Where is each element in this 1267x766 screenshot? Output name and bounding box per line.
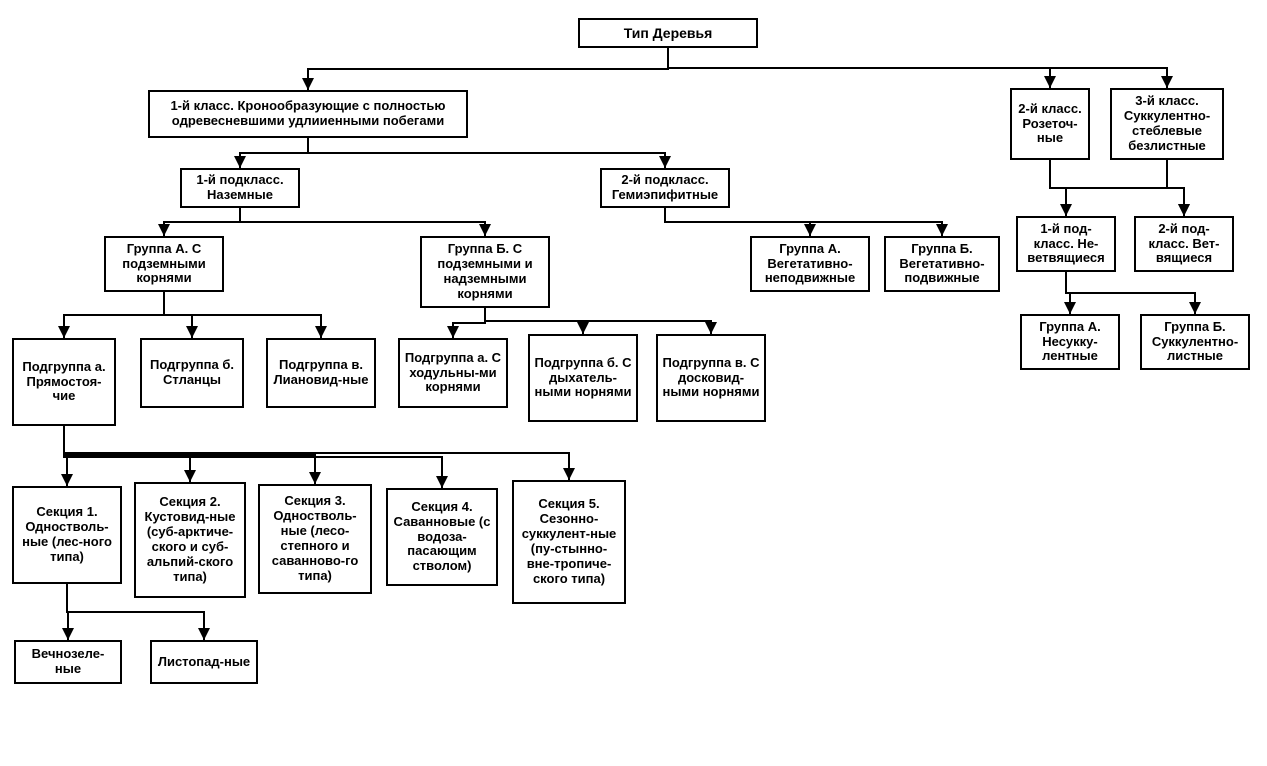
node-sc2_2: 2-й под-класс. Вет-вящиеся — [1134, 216, 1234, 272]
node-groupB3: Группа Б. Суккулентно-листные — [1140, 314, 1250, 370]
node-sec4: Секция 4. Саванновые (с водоза-пасающим … — [386, 488, 498, 586]
node-label: Группа Б. С подземными и надземными корн… — [426, 242, 544, 302]
node-label: Секция 4. Саванновые (с водоза-пасающим … — [392, 500, 492, 575]
edge-sg_a-sec1 — [64, 426, 67, 486]
node-sg_a: Подгруппа а. Прямостоя-чие — [12, 338, 116, 426]
edge-sg_a-sec3 — [64, 426, 315, 484]
node-label: 2-й класс. Розеточ-ные — [1016, 102, 1084, 147]
edge-sc2_1-groupB3 — [1066, 272, 1195, 314]
node-root: Тип Деревья — [578, 18, 758, 48]
edge-sc2_1-groupA3 — [1066, 272, 1070, 314]
edge-class1-subclass2 — [308, 138, 665, 168]
node-label: Тип Деревья — [624, 25, 713, 41]
node-label: 1-й подкласс. Наземные — [186, 173, 294, 203]
edge-root-class1 — [308, 48, 668, 90]
node-label: 2-й подкласс. Гемиэпифитные — [606, 173, 724, 203]
node-sec1: Секция 1. Одностволь-ные (лес-ного типа) — [12, 486, 122, 584]
edge-groupB-sg_b2 — [485, 308, 583, 334]
node-class1: 1-й класс. Кронообразующие с полностью о… — [148, 90, 468, 138]
edge-sg_a-sec4 — [64, 426, 442, 488]
node-class3: 3-й класс. Суккулентно-стеблевые безлист… — [1110, 88, 1224, 160]
edge-class3-sc2_2 — [1167, 160, 1184, 216]
node-label: Подгруппа в. Лиановид-ные — [272, 358, 370, 388]
node-label: 1-й под-класс. Не-ветвящиеся — [1022, 222, 1110, 267]
edge-subclass2-groupB2 — [665, 208, 942, 236]
node-sec5: Секция 5. Сезонно-суккулент-ные (пу-стын… — [512, 480, 626, 604]
edge-subclass1-groupA — [164, 208, 240, 236]
node-label: Подгруппа б. С дыхатель-ными норнями — [534, 356, 632, 401]
edge-groupA-sg_v — [164, 292, 321, 338]
node-sc2_1: 1-й под-класс. Не-ветвящиеся — [1016, 216, 1116, 272]
edge-subclass1-groupB — [240, 208, 485, 236]
node-label: Группа А. С подземными корнями — [110, 242, 218, 287]
node-groupA3: Группа А. Несукку-лентные — [1020, 314, 1120, 370]
node-leaf1: Вечнозеле-ные — [14, 640, 122, 684]
node-sg_b2: Подгруппа б. С дыхатель-ными норнями — [528, 334, 638, 422]
node-label: Вечнозеле-ные — [20, 647, 116, 677]
edge-groupA-sg_b — [164, 292, 192, 338]
node-subclass2: 2-й подкласс. Гемиэпифитные — [600, 168, 730, 208]
node-groupB2: Группа Б. Вегетативно-подвижные — [884, 236, 1000, 292]
node-label: 3-й класс. Суккулентно-стеблевые безлист… — [1116, 94, 1218, 154]
edge-root-class2 — [668, 48, 1050, 88]
node-sec3: Секция 3. Одностволь-ные (лесо-степного … — [258, 484, 372, 594]
node-label: Подгруппа а. С ходульны-ми корнями — [404, 351, 502, 396]
node-label: Группа Б. Вегетативно-подвижные — [890, 242, 994, 287]
node-label: Секция 5. Сезонно-суккулент-ные (пу-стын… — [518, 497, 620, 587]
node-label: Группа А. Вегетативно-неподвижные — [756, 242, 864, 287]
edge-sg_a-sec5 — [64, 426, 569, 480]
node-sec2: Секция 2. Кустовид-ные (суб-арктиче-ског… — [134, 482, 246, 598]
edge-groupB-sg_a2 — [453, 308, 485, 338]
edge-class2-sc2_1 — [1050, 160, 1066, 216]
node-label: Подгруппа в. С досковид-ными норнями — [662, 356, 760, 401]
edge-class2-sc2_2 — [1050, 160, 1184, 216]
node-subclass1: 1-й подкласс. Наземные — [180, 168, 300, 208]
node-class2: 2-й класс. Розеточ-ные — [1010, 88, 1090, 160]
node-groupA2: Группа А. Вегетативно-неподвижные — [750, 236, 870, 292]
node-label: Секция 3. Одностволь-ные (лесо-степного … — [264, 494, 366, 584]
node-leaf2: Листопад-ные — [150, 640, 258, 684]
node-sg_a2: Подгруппа а. С ходульны-ми корнями — [398, 338, 508, 408]
node-label: 1-й класс. Кронообразующие с полностью о… — [154, 99, 462, 129]
edge-sg_a-sec2 — [64, 426, 190, 482]
node-groupA: Группа А. С подземными корнями — [104, 236, 224, 292]
node-label: Листопад-ные — [158, 655, 250, 670]
node-sg_v: Подгруппа в. Лиановид-ные — [266, 338, 376, 408]
node-sg_v2: Подгруппа в. С досковид-ными норнями — [656, 334, 766, 422]
edge-class1-subclass1 — [240, 138, 308, 168]
edge-groupB-sg_v2 — [485, 308, 711, 334]
edge-groupA-sg_a — [64, 292, 164, 338]
node-sg_b: Подгруппа б. Стланцы — [140, 338, 244, 408]
edge-subclass2-groupA2 — [665, 208, 810, 236]
edge-root-class3 — [668, 48, 1167, 88]
node-label: Подгруппа а. Прямостоя-чие — [18, 360, 110, 405]
node-groupB: Группа Б. С подземными и надземными корн… — [420, 236, 550, 308]
node-label: Группа А. Несукку-лентные — [1026, 320, 1114, 365]
node-label: Подгруппа б. Стланцы — [146, 358, 238, 388]
node-label: Секция 1. Одностволь-ные (лес-ного типа) — [18, 505, 116, 565]
node-label: 2-й под-класс. Вет-вящиеся — [1140, 222, 1228, 267]
node-label: Секция 2. Кустовид-ные (суб-арктиче-ског… — [140, 495, 240, 585]
edge-sec1-leaf1 — [67, 584, 68, 640]
node-label: Группа Б. Суккулентно-листные — [1146, 320, 1244, 365]
